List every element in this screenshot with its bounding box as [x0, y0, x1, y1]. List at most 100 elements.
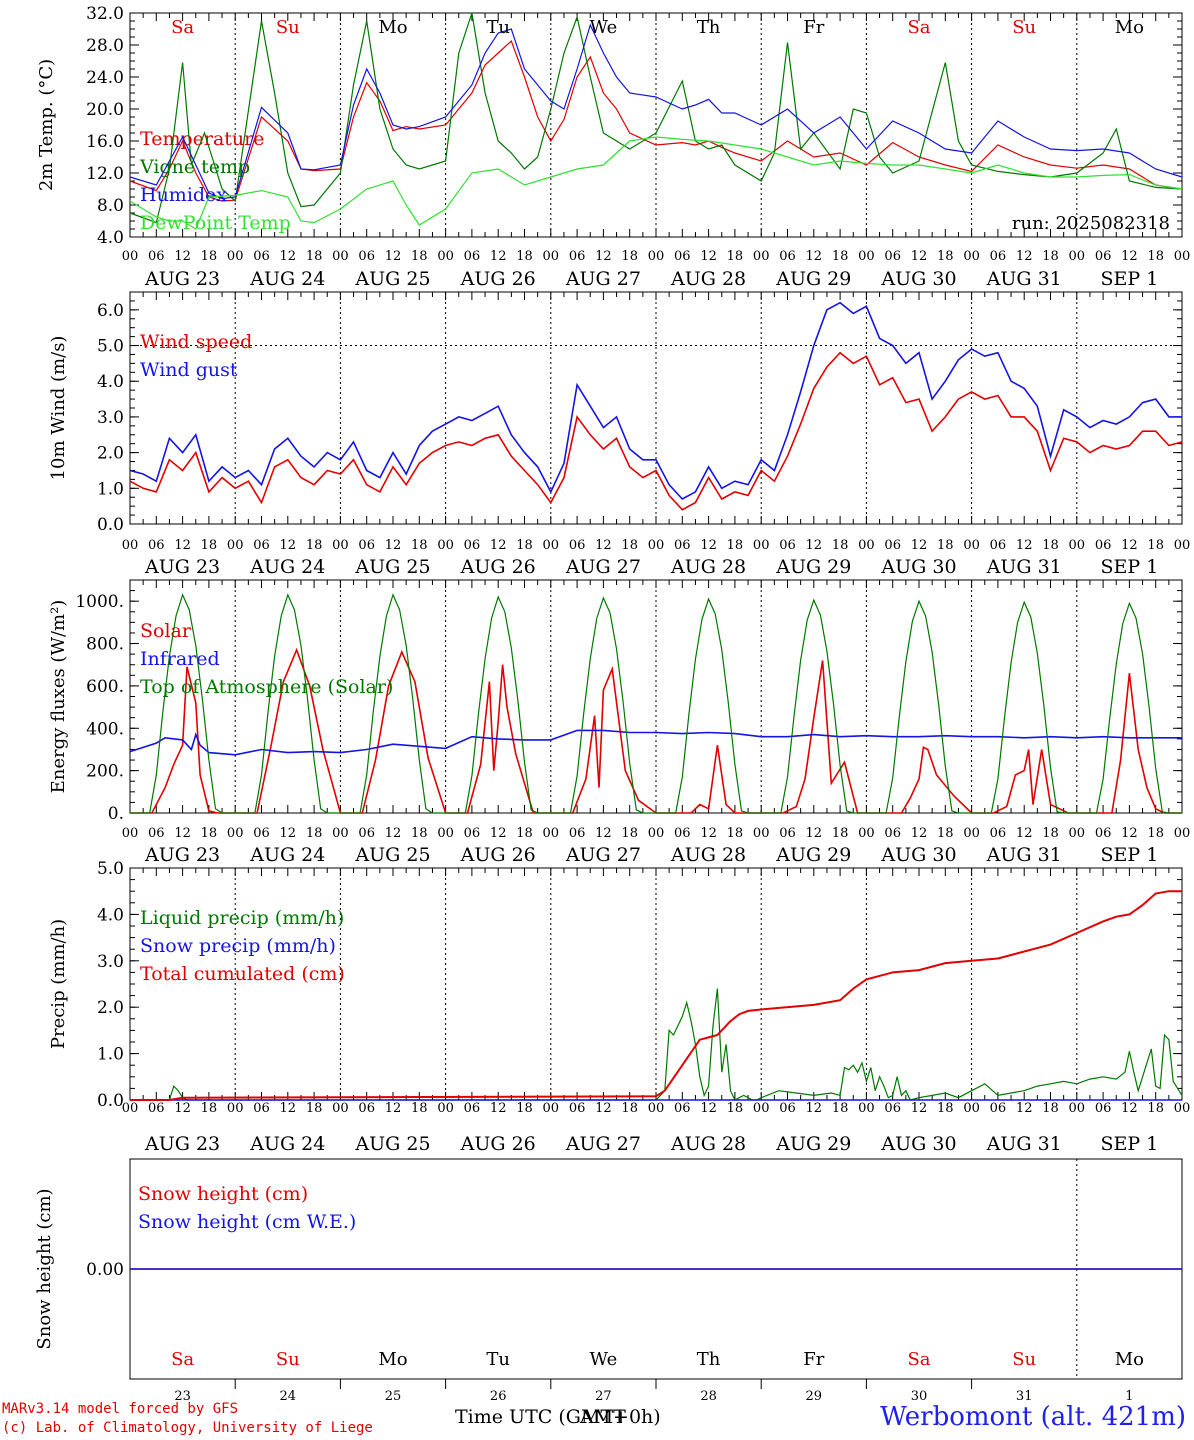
y-tick-label: 12.0 [86, 164, 124, 184]
hour-tick-label: 00 [332, 826, 349, 841]
weekday-label: Mo [1115, 1349, 1144, 1370]
legend-entry: Snow height (cm W.E.) [138, 1211, 356, 1233]
date-label: AUG 24 [249, 1133, 325, 1155]
day-number-label: 27 [595, 1389, 612, 1404]
hour-tick-label: 00 [543, 538, 560, 553]
hour-tick-label: 12 [806, 1101, 823, 1116]
series-line-wind-speed [129, 351, 1183, 511]
date-label: AUG 28 [670, 844, 746, 866]
hour-tick-label: 12 [385, 249, 402, 264]
hour-tick-label: 12 [911, 1101, 928, 1116]
y-tick-label: 5.0 [97, 859, 124, 879]
date-label: AUG 29 [775, 1133, 851, 1155]
x-axis-title-overlay: AMT [580, 1406, 626, 1428]
hour-tick-label: 00 [122, 826, 139, 841]
y-tick-label: 1.0 [97, 479, 124, 499]
hour-tick-label: 06 [990, 1101, 1007, 1116]
y-tick-label: 4.0 [97, 372, 124, 392]
weekday-label: Su [276, 1349, 300, 1370]
hour-tick-label: 06 [148, 538, 165, 553]
date-label: AUG 25 [354, 844, 430, 866]
date-label: AUG 27 [565, 844, 641, 866]
hour-tick-label: 18 [937, 538, 954, 553]
hour-tick-label: 18 [727, 1101, 744, 1116]
panel-2: 0.0 1.0 2.0 3.0 4.0 5.0 6.0 10m Wind (m/s) Wind … [48, 291, 1191, 578]
date-label: AUG 23 [144, 844, 220, 866]
hour-tick-label: 18 [516, 249, 533, 264]
y-tick-label: 4.0 [97, 228, 124, 248]
hour-tick-label: 12 [911, 538, 928, 553]
weekday-label: Su [1012, 17, 1036, 38]
series-line-top-of-atmosphere-solar- [130, 593, 1182, 814]
hour-tick-label: 00 [1069, 1101, 1086, 1116]
hour-tick-label: 18 [201, 826, 218, 841]
hour-tick-label: 00 [1069, 826, 1086, 841]
weekday-label: Th [697, 1349, 721, 1370]
hour-tick-label: 18 [516, 1101, 533, 1116]
y-tick-label: 16.0 [86, 132, 124, 152]
hour-tick-label: 06 [569, 1101, 586, 1116]
model-credit: MARv3.14 model forced by GFS [2, 1401, 239, 1417]
day-number-label: 23 [174, 1389, 191, 1404]
panel-5: 0.00 Snow height (cm) Snow height (cm) Snow… [34, 1158, 1183, 1404]
y-tick-label: 0.00 [86, 1260, 124, 1280]
legend-entry: Solar [140, 620, 192, 642]
hour-tick-label: 12 [174, 538, 191, 553]
hour-tick-label: 06 [1095, 1101, 1112, 1116]
hour-tick-label: 18 [1042, 538, 1059, 553]
hour-tick-label: 12 [806, 538, 823, 553]
hour-tick-label: 00 [1069, 249, 1086, 264]
hour-tick-label: 00 [963, 249, 980, 264]
weekday-label: Sa [171, 1349, 194, 1370]
hour-tick-label: 18 [411, 1101, 428, 1116]
hour-tick-label: 06 [1095, 249, 1112, 264]
hour-tick-label: 00 [332, 538, 349, 553]
hour-tick-label: 12 [595, 1101, 612, 1116]
series-line-solar [130, 647, 1182, 814]
hour-tick-label: 18 [411, 249, 428, 264]
legend-entry: Wind speed [140, 331, 252, 353]
hour-tick-label: 06 [464, 826, 481, 841]
hour-tick-label: 06 [148, 249, 165, 264]
hour-tick-label: 18 [1042, 1101, 1059, 1116]
hour-tick-label: 18 [832, 249, 849, 264]
hour-tick-label: 06 [779, 826, 796, 841]
hour-tick-label: 00 [648, 1101, 665, 1116]
hour-tick-label: 12 [1016, 826, 1033, 841]
hour-tick-label: 18 [1042, 249, 1059, 264]
y-axis-label: Precip (mm/h) [48, 919, 69, 1049]
day-number-label: 31 [1016, 1389, 1033, 1404]
hour-tick-label: 06 [148, 826, 165, 841]
weekday-label: Su [276, 17, 300, 38]
hour-tick-label: 06 [253, 249, 270, 264]
hour-tick-label: 18 [621, 249, 638, 264]
hour-tick-label: 18 [201, 538, 218, 553]
date-label: AUG 29 [775, 844, 851, 866]
date-label: AUG 25 [354, 556, 430, 578]
hour-tick-label: 00 [122, 1101, 139, 1116]
hour-tick-label: 18 [727, 826, 744, 841]
hour-tick-label: 06 [674, 826, 691, 841]
y-tick-label: 8.0 [97, 196, 124, 216]
hour-tick-label: 06 [1095, 826, 1112, 841]
y-tick-label: 5.0 [97, 337, 124, 357]
hour-tick-label: 12 [911, 826, 928, 841]
date-label: AUG 31 [986, 268, 1062, 290]
hour-tick-label: 00 [1069, 538, 1086, 553]
hour-tick-label: 00 [1174, 538, 1191, 553]
y-tick-label: 400. [86, 719, 124, 739]
hour-tick-label: 00 [1174, 1101, 1191, 1116]
hour-tick-label: 12 [280, 826, 297, 841]
hour-tick-label: 18 [832, 826, 849, 841]
day-number-label: 28 [700, 1389, 717, 1404]
y-tick-label: 20.0 [86, 100, 124, 120]
hour-tick-label: 06 [464, 1101, 481, 1116]
hour-tick-label: 06 [253, 538, 270, 553]
day-number-label: 29 [806, 1389, 823, 1404]
hour-tick-label: 12 [280, 249, 297, 264]
hour-tick-label: 12 [700, 249, 717, 264]
date-label: AUG 24 [249, 844, 325, 866]
weekday-label: Th [697, 17, 721, 38]
hour-tick-label: 06 [464, 538, 481, 553]
station-name: Werbomont (alt. 421m) [880, 1402, 1186, 1432]
